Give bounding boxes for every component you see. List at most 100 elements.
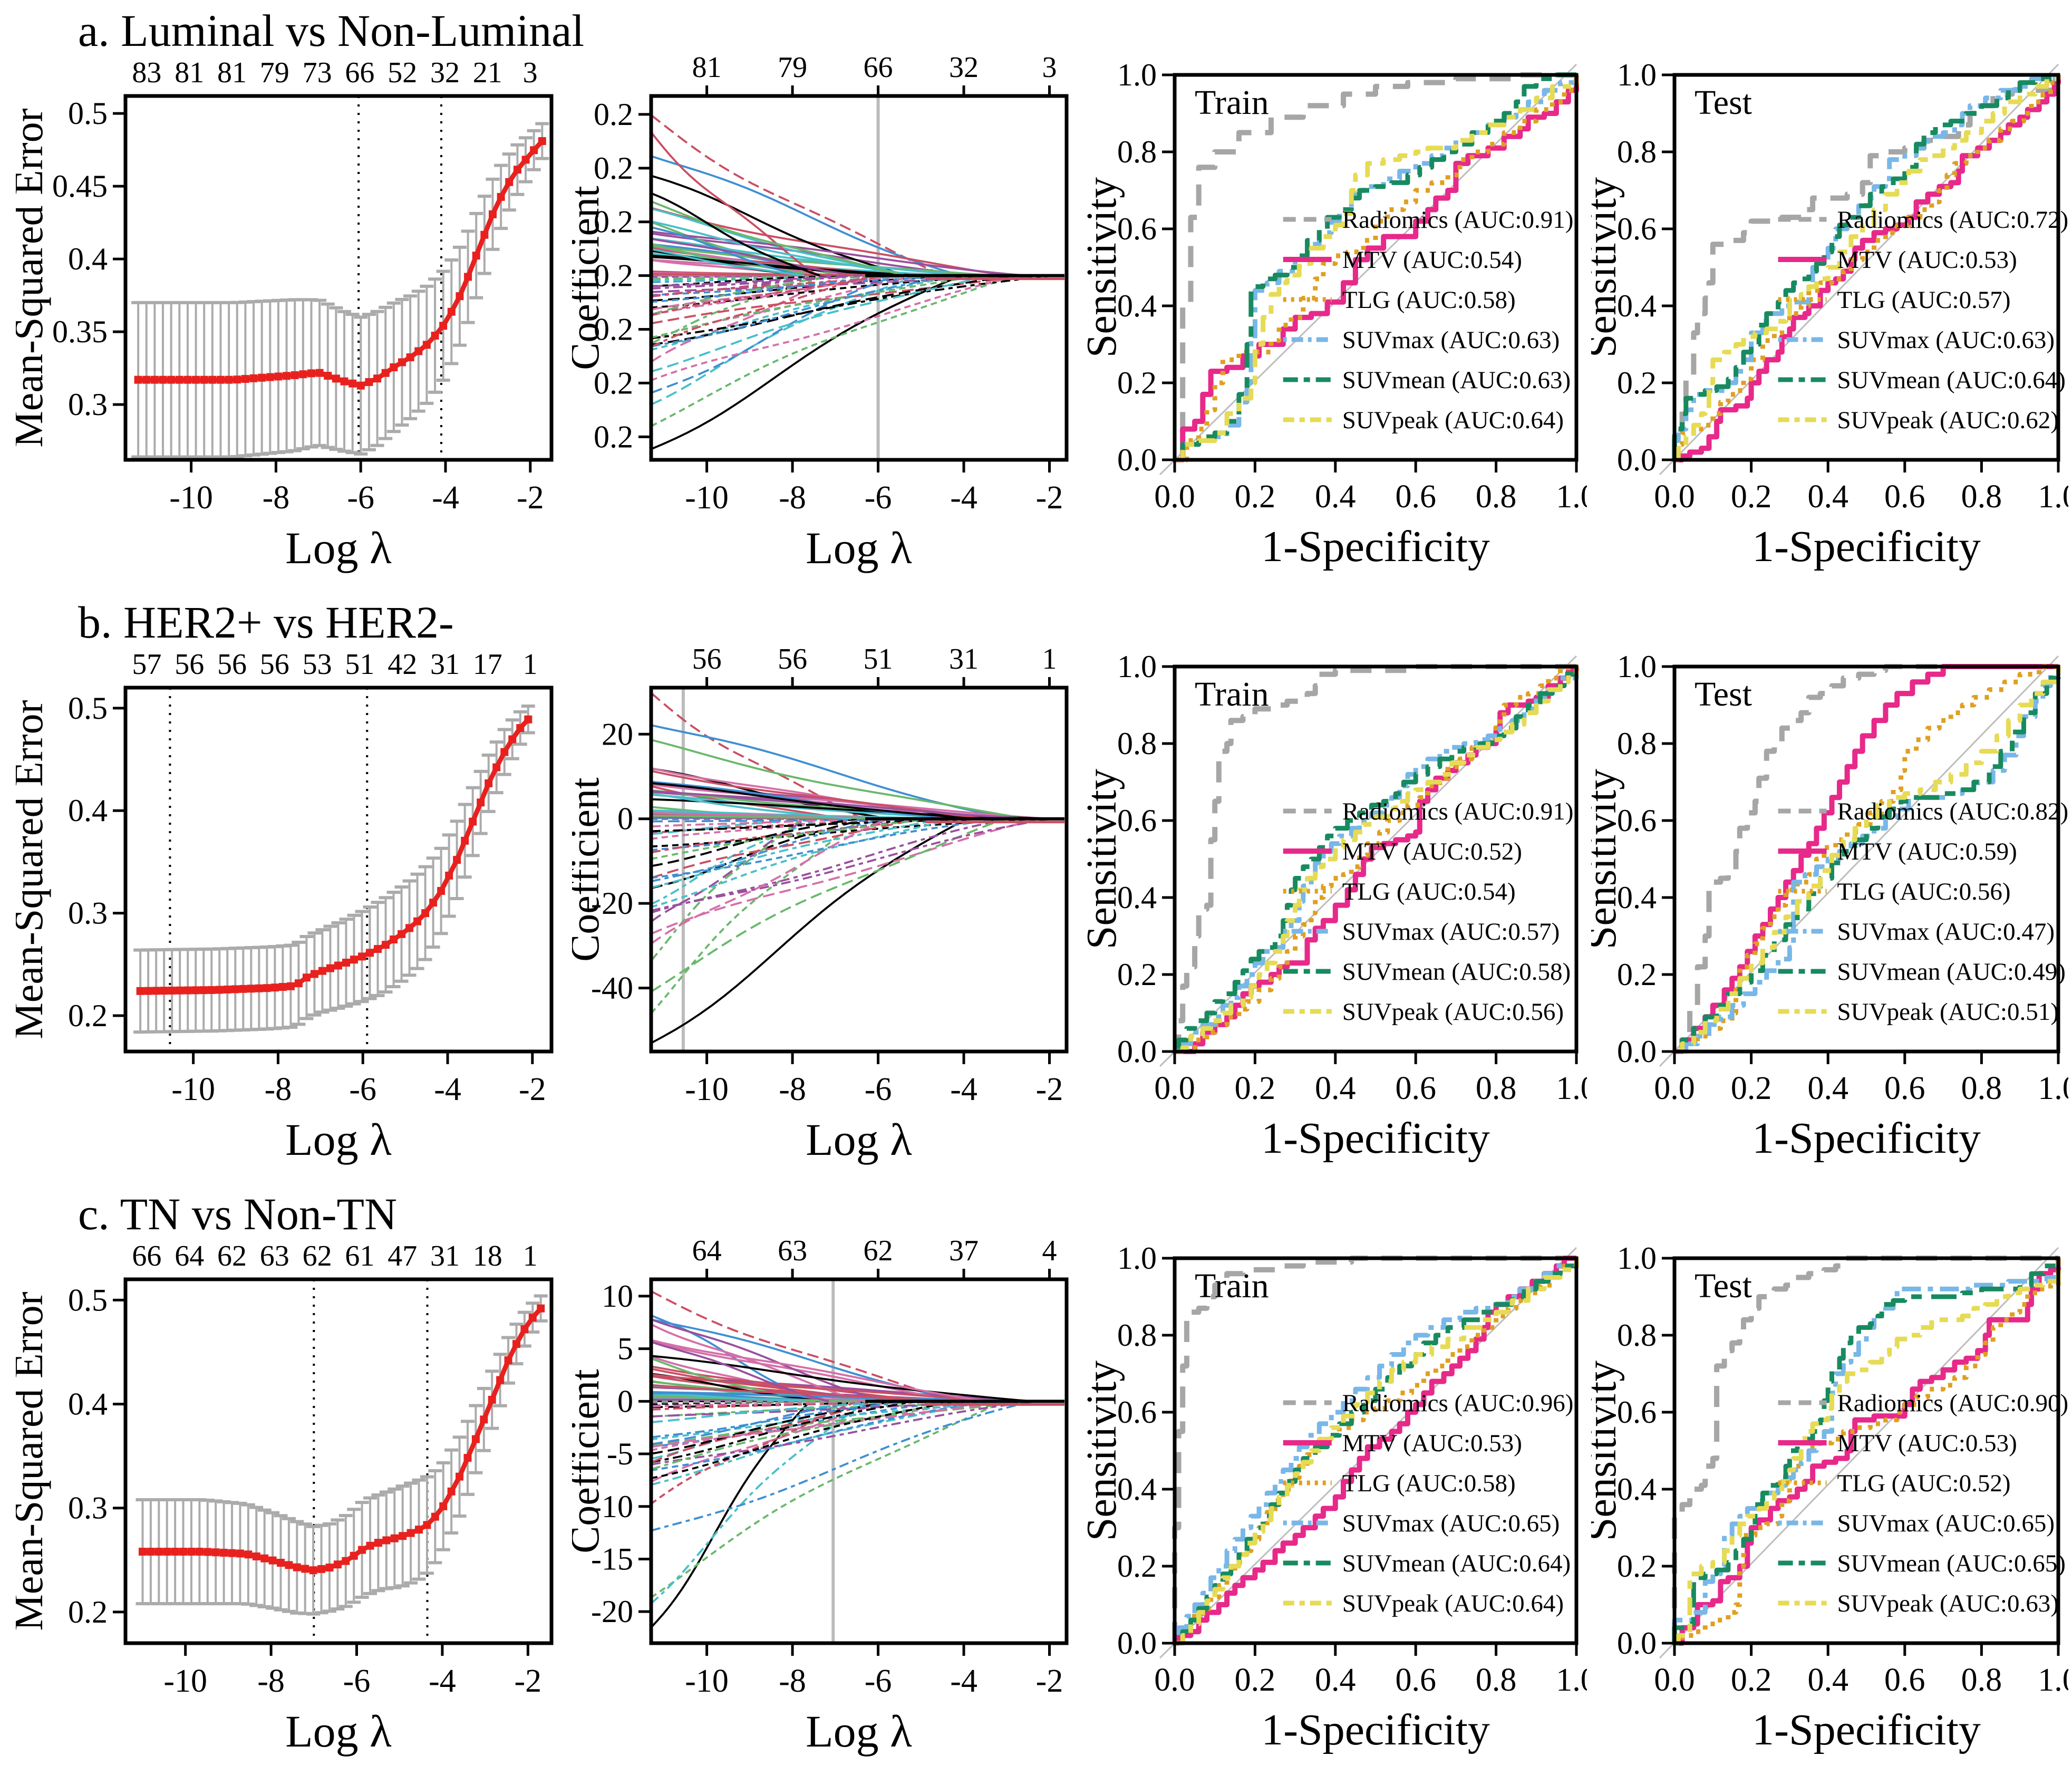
cv-points <box>134 137 546 390</box>
y-axis-label: Sensitivity <box>1086 769 1125 949</box>
svg-text:37: 37 <box>949 1234 979 1267</box>
svg-text:0.4: 0.4 <box>1117 880 1157 915</box>
svg-text:0.0: 0.0 <box>1617 1626 1657 1661</box>
top-counts: 64 63 62 37 4 <box>692 1234 1057 1279</box>
roc-curves <box>1674 664 2061 1054</box>
svg-text:0.4: 0.4 <box>1617 880 1657 915</box>
svg-text:81: 81 <box>692 51 722 84</box>
svg-text:20: 20 <box>602 717 633 751</box>
svg-text:0.2: 0.2 <box>1117 365 1157 400</box>
roc-series-suvmean <box>1175 72 1576 462</box>
y-axis: 0.0 0.2 0.4 0.6 0.8 1.0 Sensitivity <box>1079 649 1175 1069</box>
svg-text:1.0: 1.0 <box>2038 479 2068 515</box>
svg-text:66: 66 <box>132 1240 161 1272</box>
svg-text:TLG (AUC:0.54): TLG (AUC:0.54) <box>1342 878 1516 905</box>
svg-text:0.6: 0.6 <box>1617 1395 1657 1430</box>
plot-frame <box>649 686 1069 1054</box>
svg-text:0.4: 0.4 <box>1315 1070 1356 1106</box>
svg-text:0.5: 0.5 <box>68 1282 108 1317</box>
svg-text:-20: -20 <box>591 1594 633 1629</box>
plot-frame <box>123 94 554 462</box>
svg-text:-6: -6 <box>865 1663 892 1699</box>
svg-text:Radiomics (AUC:0.82): Radiomics (AUC:0.82) <box>1837 798 2068 825</box>
x-axis: 0.0 0.2 0.4 0.6 0.8 1.0 1-Specificity <box>1654 1643 2072 1754</box>
svg-text:-6: -6 <box>865 480 892 516</box>
svg-text:0.0: 0.0 <box>1654 1070 1695 1106</box>
svg-text:0.4: 0.4 <box>1807 479 1848 515</box>
svg-text:-8: -8 <box>265 1072 292 1107</box>
svg-text:0.4: 0.4 <box>1807 1070 1848 1106</box>
y-axis: 20 0 -20 -40 Coefficient <box>561 717 651 1006</box>
roc-series-tlg <box>1175 75 1579 462</box>
svg-text:-2: -2 <box>515 1663 542 1699</box>
roc-curves <box>1175 72 1579 462</box>
plot-frame <box>649 94 1069 462</box>
corner-label: Test <box>1695 83 1752 122</box>
svg-text:-6: -6 <box>349 1072 376 1107</box>
svg-text:TLG (AUC:0.57): TLG (AUC:0.57) <box>1837 286 2011 314</box>
svg-text:79: 79 <box>260 56 289 89</box>
chance-diagonal <box>1659 63 2059 476</box>
roc-series-suvpeak <box>1674 667 2061 1054</box>
roc-series-tlg <box>1674 75 2061 462</box>
roc-series-suvmax <box>1674 667 2061 1054</box>
svg-text:0.2: 0.2 <box>1617 957 1657 992</box>
svg-text:TLG (AUC:0.58): TLG (AUC:0.58) <box>1342 286 1516 314</box>
legend: Radiomics (AUC:0.91) MTV (AUC:0.52) TLG (A… <box>1283 798 1573 1026</box>
roc-series-suvmean <box>1175 1258 1579 1646</box>
svg-text:SUVmean (AUC:0.58): SUVmean (AUC:0.58) <box>1342 958 1571 986</box>
svg-text:-2: -2 <box>1036 480 1063 516</box>
svg-text:-6: -6 <box>865 1072 892 1107</box>
roc-series-suvpeak <box>1175 667 1579 1054</box>
svg-text:-8: -8 <box>779 480 806 516</box>
svg-text:4: 4 <box>1042 1234 1057 1267</box>
svg-text:1.0: 1.0 <box>1556 1662 1587 1698</box>
svg-text:63: 63 <box>778 1234 807 1267</box>
coef-paths <box>650 1290 1064 1628</box>
x-axis: -10 -8 -6 -4 -2 Log λ <box>685 460 1063 573</box>
chance-diagonal <box>1159 63 1577 476</box>
figure-row-b: b. HER2+ vs HER2- 57 56 56 56 53 51 42 31 17 1 -10… <box>0 592 2072 1183</box>
svg-text:0.8: 0.8 <box>1117 134 1157 169</box>
svg-text:56: 56 <box>778 643 807 676</box>
svg-text:-10: -10 <box>169 480 213 516</box>
y-axis-label: Coefficient <box>572 1369 607 1554</box>
legend: Radiomics (AUC:0.90) MTV (AUC:0.53) TLG (A… <box>1778 1390 2068 1617</box>
roc-series-radiomics <box>1672 1256 2058 1643</box>
svg-text:0.4: 0.4 <box>1315 479 1356 515</box>
svg-text:SUVpeak (AUC:0.63): SUVpeak (AUC:0.63) <box>1837 1590 2059 1617</box>
corner-label: Train <box>1195 1267 1269 1305</box>
svg-text:SUVmax (AUC:0.47): SUVmax (AUC:0.47) <box>1837 918 2055 946</box>
corner-label: Test <box>1695 1267 1752 1305</box>
svg-text:0.4: 0.4 <box>68 242 108 276</box>
corner-label: Train <box>1195 83 1269 122</box>
roc-series-tlg <box>1674 664 2058 1054</box>
legend: Radiomics (AUC:0.72) MTV (AUC:0.53) TLG (A… <box>1778 206 2068 434</box>
panel-a-mse: 83 81 81 79 73 66 52 32 21 3 -10 -8 -6 -4 -2 Log λ 0.5 0.… <box>5 37 561 583</box>
svg-text:0.4: 0.4 <box>68 793 108 828</box>
svg-text:0.6: 0.6 <box>1395 1070 1436 1106</box>
svg-text:0.2: 0.2 <box>594 419 633 454</box>
svg-text:-10: -10 <box>163 1663 207 1699</box>
x-axis-label: Log λ <box>285 1706 392 1757</box>
svg-text:SUVmax (AUC:0.57): SUVmax (AUC:0.57) <box>1342 918 1560 946</box>
svg-text:0.2: 0.2 <box>594 312 633 347</box>
svg-text:MTV (AUC:0.54): MTV (AUC:0.54) <box>1342 246 1522 274</box>
svg-text:21: 21 <box>473 56 502 89</box>
y-axis: 0.5 0.4 0.3 0.2 Mean-Squared Error <box>5 691 125 1039</box>
svg-text:0.2: 0.2 <box>594 258 633 293</box>
x-axis: -10 -8 -6 -4 -2 Log λ <box>169 460 544 573</box>
y-axis: 0.0 0.2 0.4 0.6 0.8 1.0 Sensitivity <box>1579 57 1674 477</box>
panel-c-coef: 64 63 62 37 4 -10 -8 -6 -4 -2 Log λ 10 5 0 -5 -10 -15 -20… <box>561 1220 1076 1766</box>
x-axis-label: 1-Specificity <box>1752 522 1981 571</box>
top-counts: 66 64 62 63 62 61 47 31 18 1 <box>132 1240 537 1272</box>
svg-text:-10: -10 <box>171 1072 215 1107</box>
svg-text:63: 63 <box>260 1240 289 1272</box>
svg-text:TLG (AUC:0.52): TLG (AUC:0.52) <box>1837 1470 2011 1497</box>
y-axis: 0.0 0.2 0.4 0.6 0.8 1.0 Sensitivity <box>1579 649 1674 1069</box>
svg-text:32: 32 <box>430 56 460 89</box>
plot-frame <box>1173 664 1579 1054</box>
svg-text:0.2: 0.2 <box>1617 365 1657 400</box>
svg-text:0.6: 0.6 <box>1395 479 1436 515</box>
